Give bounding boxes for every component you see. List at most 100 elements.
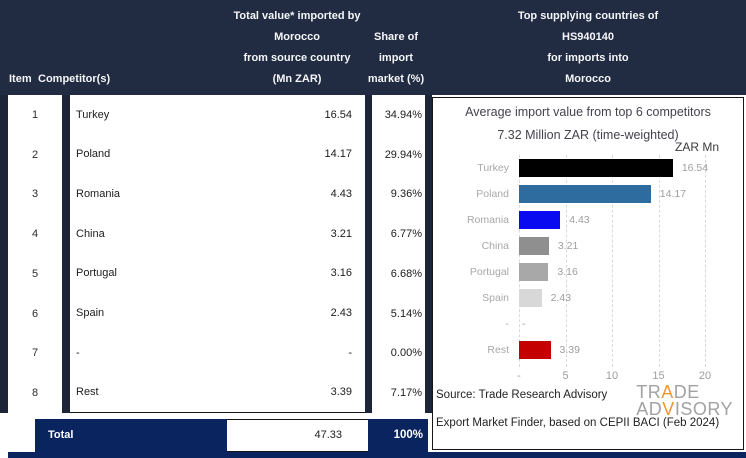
bar-track: 16.54 [519, 155, 739, 181]
item-number: 7 [31, 347, 39, 360]
bar-row: Poland 14.17 [433, 181, 743, 207]
col-header-total-value: Total value* imported by Morocco from so… [217, 6, 377, 90]
logo-line-trade: TRADE [636, 382, 700, 402]
col-header-total-value-line: Total value* imported by [233, 10, 361, 22]
bar-category-label: Spain [482, 292, 509, 304]
bar-rest [519, 341, 551, 359]
gridline [519, 155, 520, 367]
chart-panel-title-block: Top supplying countries of HS940140 for … [432, 6, 744, 90]
share-value: 5.14% [390, 307, 422, 320]
table-row: China 3.21 [70, 214, 365, 254]
bar-category-label: - [505, 318, 510, 330]
bar-category-label: China [481, 240, 509, 252]
total-label: Total [35, 419, 227, 452]
item-number: 4 [31, 228, 39, 241]
competitor-name: Romania [76, 188, 121, 201]
chart-panel-title-line: for imports into [547, 52, 629, 64]
bar-turkey [519, 159, 673, 177]
col-header-total-value-line: Morocco [274, 31, 320, 43]
source-line-1: Source: Trade Research Advisory [436, 389, 608, 401]
table-row: Portugal 3.16 [70, 254, 365, 294]
share-column: 34.94% 29.94% 9.36% 6.77% 6.68% 5.14% 0.… [372, 95, 425, 413]
bar-track: 4.43 [519, 207, 739, 233]
item-number: 2 [31, 148, 39, 161]
competitor-name: Turkey [76, 108, 110, 121]
bar-row: Turkey 16.54 [433, 155, 743, 181]
bar-value-label: 14.17 [659, 188, 687, 200]
bar-category-label: Romania [466, 214, 509, 226]
share-value: 7.17% [390, 387, 422, 400]
col-header-share-line: market (%) [367, 73, 425, 85]
item-number: 1 [31, 108, 39, 121]
item-number: 3 [31, 188, 39, 201]
item-column: 1 2 3 4 5 6 7 8 [8, 95, 62, 413]
col-header-share-line: Share of [373, 31, 418, 43]
bar-value-label: 16.54 [681, 162, 709, 174]
col-header-share: Share of import market (%) [363, 27, 429, 90]
share-value: 9.36% [390, 188, 422, 201]
competitor-name: Rest [76, 386, 99, 399]
share-value: 6.77% [390, 228, 422, 241]
import-value: 3.21 [330, 227, 352, 240]
gridline [565, 155, 567, 367]
bar-value-label: 3.16 [557, 266, 578, 278]
table-row: Rest 3.39 [70, 372, 365, 412]
bar-value-label: 3.39 [559, 344, 580, 356]
bar-rows: Turkey 16.54 Poland 14.17 Romania 4.43 China 3.… [433, 155, 743, 363]
bar-row: Romania 4.43 [433, 207, 743, 233]
x-tick-label: 5 [562, 370, 569, 382]
bar-romania [519, 211, 561, 229]
share-value: 34.94% [384, 108, 422, 121]
bar-row: Portugal 3.16 [433, 259, 743, 285]
chart-panel: Average import value from top 6 competit… [432, 97, 744, 450]
bar-track: 14.17 [519, 181, 739, 207]
bar-category-label: Turkey [477, 162, 509, 174]
bar-value-label: 4.43 [569, 214, 590, 226]
logo-accent-v: V [662, 399, 675, 419]
chart-panel-title-line: HS940140 [562, 31, 614, 43]
logo-line-advisory: ADVISORY [636, 399, 733, 419]
gridline [705, 155, 706, 367]
table-row: Spain 2.43 [70, 293, 365, 333]
chart-unit-label: ZAR Mn [674, 140, 719, 154]
competitor-name: - [76, 346, 80, 359]
table-header-band: Item Competitor(s) Total value* imported… [0, 0, 746, 95]
bar-china [519, 237, 549, 255]
share-value: 0.00% [390, 347, 422, 360]
total-row: Total 47.33 100% [0, 419, 432, 452]
gridline [658, 155, 660, 367]
import-value: 14.17 [324, 148, 352, 161]
table-row: Turkey 16.54 [70, 95, 365, 135]
bar-value-label: 3.21 [557, 240, 579, 252]
competitor-name: Poland [76, 148, 111, 161]
bar-track: - [519, 311, 739, 337]
share-value: 6.68% [390, 267, 422, 280]
bar-portugal [519, 263, 549, 281]
chart-subtitle: 7.32 Million ZAR (time-weighted) [497, 128, 679, 142]
bar-spain [519, 289, 542, 307]
table-row: Romania 4.43 [70, 174, 365, 214]
import-value: 4.43 [330, 188, 352, 201]
competitor-name: China [76, 227, 105, 240]
import-value: 3.39 [330, 386, 352, 399]
gridline [612, 155, 613, 367]
import-value: - [348, 346, 352, 359]
col-header-total-value-line: (Mn ZAR) [272, 73, 322, 85]
bar-row: Spain 2.43 [433, 285, 743, 311]
x-tick-label: 10 [605, 370, 619, 382]
import-value: 16.54 [324, 108, 352, 121]
share-value: 29.94% [384, 148, 422, 161]
bar-category-label: Poland [476, 188, 509, 200]
logo-accent-a: A [661, 382, 674, 402]
competitor-column: Turkey 16.54 Poland 14.17 Romania 4.43 Chin… [70, 95, 365, 413]
bar-row: China 3.21 [433, 233, 743, 259]
chart-gridlines [519, 155, 706, 367]
bottom-accent-bar [8, 452, 746, 458]
x-tick-label: 15 [652, 370, 665, 382]
import-value: 3.16 [330, 267, 352, 280]
bar-track: 2.43 [519, 285, 739, 311]
item-number: 6 [31, 307, 39, 320]
bar-track: 3.21 [519, 233, 739, 259]
chart-panel-title-line: Top supplying countries of [517, 10, 659, 22]
